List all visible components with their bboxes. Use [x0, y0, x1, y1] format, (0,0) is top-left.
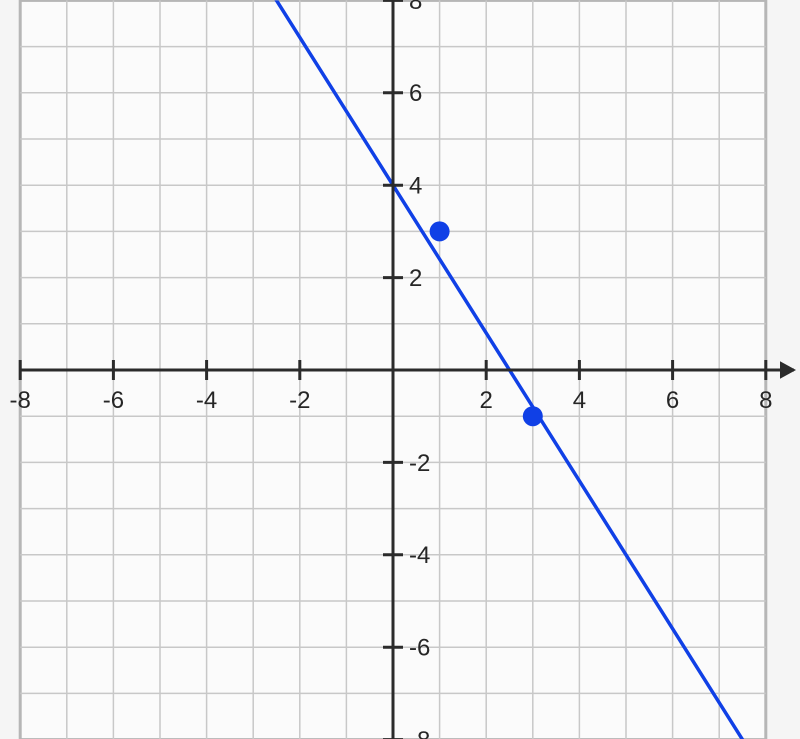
plotted-point [523, 406, 543, 426]
y-tick-label: 6 [409, 80, 422, 107]
x-tick-label: -4 [196, 387, 217, 414]
plotted-point [430, 221, 450, 241]
x-tick-label: 2 [480, 387, 493, 414]
chart-svg: -8 -6 -4 -2 2 4 6 8 -8 -6 -4 -2 2 4 6 8 [0, 0, 800, 739]
x-tick-label: 6 [666, 387, 679, 414]
y-tick-label: -8 [409, 727, 430, 739]
y-tick-label: -6 [409, 635, 430, 662]
y-tick-label: -4 [409, 542, 430, 569]
x-tick-label: -2 [289, 387, 310, 414]
y-tick-label: 2 [409, 265, 422, 292]
x-tick-label: 8 [759, 387, 772, 414]
y-tick-label: 4 [409, 173, 422, 200]
y-tick-label: -2 [409, 450, 430, 477]
y-tick-label: 8 [409, 0, 422, 15]
x-tick-label: -8 [10, 387, 31, 414]
x-tick-label: 4 [573, 387, 586, 414]
x-tick-label: -6 [103, 387, 124, 414]
coordinate-plane-chart: -8 -6 -4 -2 2 4 6 8 -8 -6 -4 -2 2 4 6 8 [0, 0, 800, 739]
